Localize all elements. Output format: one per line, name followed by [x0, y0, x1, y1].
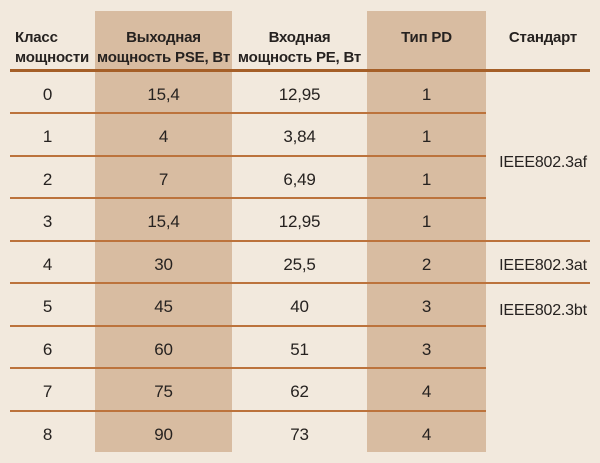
cell-pd-type: 1 — [421, 84, 432, 104]
cell-pd-type: 3 — [421, 339, 432, 359]
cell-pe-power: 40 — [290, 297, 309, 316]
standard-label-ieee802-3at: IEEE802.3at — [499, 257, 587, 274]
cell-power-class: 5 — [42, 297, 53, 316]
cell-power-class: 4 — [42, 254, 53, 274]
cell-pd-type: 1 — [421, 127, 432, 146]
header-pse-power: Выходная мощность PSE, Вт — [97, 29, 230, 66]
row-divider — [10, 155, 486, 157]
cell-power-class: 8 — [42, 424, 53, 444]
cell-pse-power: 30 — [154, 254, 173, 274]
cell-pse-power: 45 — [154, 297, 173, 316]
cell-power-class: 3 — [42, 212, 53, 231]
pd-column-highlight — [367, 11, 486, 452]
cell-pse-power: 15,4 — [147, 84, 180, 104]
cell-pe-power: 6,49 — [283, 169, 316, 189]
cell-pd-type: 2 — [421, 254, 432, 274]
row-divider — [10, 410, 486, 412]
standard-label-ieee802-3bt: IEEE802.3bt — [499, 302, 587, 319]
cell-pe-power: 12,95 — [278, 212, 321, 231]
header-pd-type: Тип PD — [401, 29, 452, 46]
row-divider — [10, 112, 486, 114]
cell-pd-type: 3 — [421, 297, 432, 316]
cell-pd-type: 1 — [421, 169, 432, 189]
row-divider — [10, 367, 486, 369]
cell-pse-power: 15,4 — [147, 212, 180, 231]
cell-pd-type: 1 — [421, 212, 432, 231]
cell-pe-power: 51 — [290, 339, 309, 359]
header-standard: Стандарт — [508, 29, 578, 46]
table-row: 8 90 73 4 — [0, 410, 600, 452]
table-row: 1 4 3,84 1 — [0, 112, 600, 155]
table-header: Класс мощности Выходная мощность PSE, Вт… — [0, 0, 600, 70]
cell-power-class: 0 — [42, 84, 53, 104]
table-row: 3 15,4 12,95 1 — [0, 197, 600, 240]
table-row: 5 45 40 3 — [0, 282, 600, 325]
cell-pse-power: 7 — [158, 169, 169, 189]
cell-power-class: 1 — [42, 127, 53, 146]
row-divider — [10, 197, 486, 199]
table-row: 0 15,4 12,95 1 — [0, 70, 600, 112]
cell-power-class: 7 — [42, 382, 53, 401]
cell-pe-power: 62 — [290, 382, 309, 401]
table-row: 7 75 62 4 — [0, 367, 600, 410]
header-pe-power: Входная мощность PE, Вт — [237, 29, 362, 66]
group-divider — [10, 240, 590, 242]
group-divider — [10, 282, 590, 284]
header-rule — [10, 69, 590, 72]
pse-column-highlight — [95, 11, 232, 452]
cell-pd-type: 4 — [421, 382, 432, 401]
table-row: 4 30 25,5 2 — [0, 240, 600, 282]
cell-pe-power: 25,5 — [283, 254, 316, 274]
cell-power-class: 2 — [42, 169, 53, 189]
cell-pe-power: 12,95 — [278, 84, 321, 104]
header-power-class: Класс мощности — [15, 29, 90, 66]
cell-pse-power: 4 — [158, 127, 169, 146]
standard-label-ieee802-3af: IEEE802.3af — [499, 154, 587, 171]
cell-pd-type: 4 — [421, 424, 432, 444]
cell-pe-power: 3,84 — [283, 127, 316, 146]
row-divider — [10, 325, 486, 327]
cell-pse-power: 75 — [154, 382, 173, 401]
table-row: 6 60 51 3 — [0, 325, 600, 367]
cell-pse-power: 60 — [154, 339, 173, 359]
cell-pe-power: 73 — [290, 424, 309, 444]
cell-pse-power: 90 — [154, 424, 173, 444]
cell-power-class: 6 — [42, 339, 53, 359]
table-row: 2 7 6,49 1 — [0, 155, 600, 197]
